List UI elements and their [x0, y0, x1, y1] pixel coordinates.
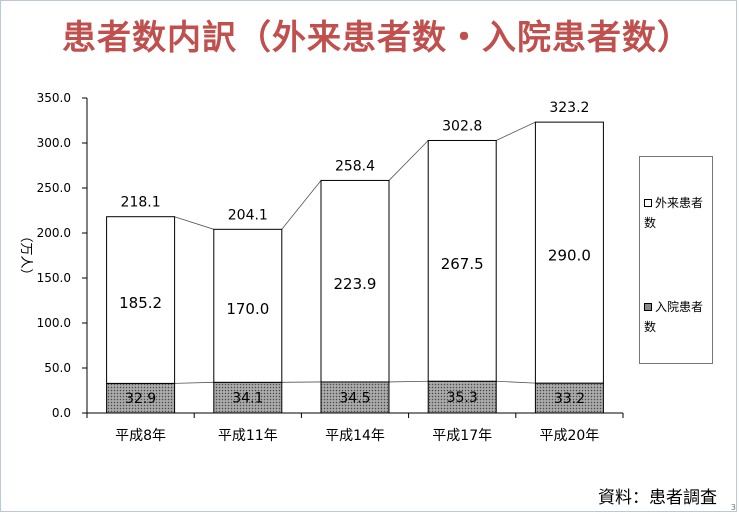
data-label-outpatients: 170.0	[226, 300, 269, 318]
data-label-inpatients: 34.5	[339, 390, 370, 406]
x-tick-label: 平成11年	[218, 428, 278, 444]
series-line-outpatients	[281, 180, 322, 230]
y-tick-label: 150.0	[37, 271, 71, 285]
legend-item-inpatients: 入院患者 数	[644, 297, 712, 337]
data-label-outpatients: 267.5	[441, 255, 484, 273]
y-tick-label: 350.0	[37, 91, 71, 105]
bar-inpatients	[213, 381, 283, 414]
bar-inpatients	[427, 380, 497, 414]
series-line-outpatients	[174, 216, 214, 230]
series-line-outpatients	[496, 121, 536, 141]
bar-outpatients	[106, 216, 176, 384]
x-tick-label: 平成17年	[432, 428, 492, 444]
x-tick-label: 平成14年	[325, 428, 385, 444]
series-line-outpatients	[388, 140, 429, 181]
data-label-inpatients: 32.9	[125, 391, 156, 407]
legend-swatch-inpatients	[644, 302, 652, 311]
y-tick-label: 50.0	[44, 361, 71, 375]
bar-inpatients	[106, 382, 176, 414]
slide-title: 患者数内訳（外来患者数・入院患者数）	[62, 18, 692, 58]
legend-label-outpatients-line2: 数	[644, 216, 657, 230]
y-tick-label: 100.0	[37, 316, 71, 330]
data-label-total: 302.8	[442, 118, 482, 134]
data-label-total: 323.2	[549, 100, 589, 116]
bar-outpatients	[213, 228, 283, 383]
page-number: 3	[730, 503, 736, 512]
data-label-total: 218.1	[121, 195, 161, 211]
y-tick-label: 250.0	[37, 181, 71, 195]
data-label-inpatients: 33.2	[554, 391, 585, 407]
data-label-total: 258.4	[335, 158, 375, 174]
y-tick-label: 200.0	[37, 226, 71, 240]
data-label-inpatients: 35.3	[447, 390, 478, 406]
source-note: 資料：患者調査	[598, 488, 717, 508]
data-label-outpatients: 290.0	[548, 247, 591, 265]
bar-outpatients	[320, 179, 390, 383]
legend-label-inpatients-line1: 入院患者	[655, 300, 704, 314]
y-axis-label: （万人）	[18, 229, 33, 281]
y-tick-label: 0.0	[52, 406, 71, 420]
data-label-total: 204.1	[228, 207, 268, 223]
data-label-outpatients: 223.9	[334, 275, 377, 293]
bar-outpatients	[427, 139, 497, 382]
x-tick-label: 平成20年	[539, 428, 599, 444]
series-line-inpatients	[496, 380, 536, 384]
series-line-inpatients	[174, 381, 214, 384]
bar-outpatients	[534, 121, 604, 384]
y-tick-label: 300.0	[37, 136, 71, 150]
legend-swatch-outpatients	[644, 198, 652, 207]
legend-label-outpatients-line1: 外来患者	[655, 196, 704, 210]
data-label-outpatients: 185.2	[119, 294, 162, 312]
chart-legend: 外来患者 数 入院患者 数	[639, 156, 713, 364]
bar-inpatients	[320, 381, 390, 414]
data-label-inpatients: 34.1	[232, 391, 263, 407]
x-tick-label: 平成8年	[115, 428, 166, 444]
bar-inpatients	[534, 382, 604, 414]
legend-item-outpatients: 外来患者 数	[644, 193, 712, 233]
legend-label-inpatients-line2: 数	[644, 320, 657, 334]
series-line-inpatients	[388, 380, 429, 383]
